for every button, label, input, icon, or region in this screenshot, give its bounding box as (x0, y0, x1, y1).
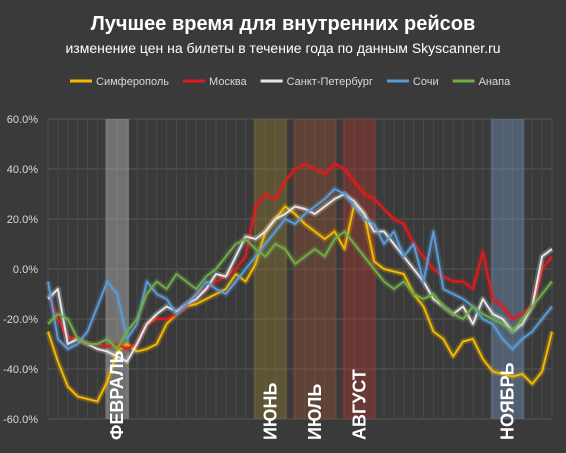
y-tick-label: 0.0% (13, 264, 38, 276)
chart-subtitle: изменение цен на билеты в течение года п… (65, 40, 500, 56)
chart-title: Лучшее время для внутренних рейсов (91, 13, 476, 35)
y-axis: 60.0% 40.0% 20.0% 0.0% -20.0% -40.0% -60.0% (3, 114, 38, 426)
series-line (47, 163, 553, 350)
legend-label: Москва (209, 76, 247, 88)
month-bands (105, 119, 525, 419)
y-tick-label: -60.0% (3, 414, 38, 426)
y-tick-label: 20.0% (7, 214, 38, 226)
y-tick-label: -40.0% (3, 364, 38, 376)
series-line (47, 188, 553, 350)
legend-label: Анапа (479, 76, 511, 88)
month-band-label: ФЕВРАЛЬ (107, 350, 127, 440)
month-band-labels: ФЕВРАЛЬ ИЮНЬ ИЮЛЬ АВГУСТ НОЯБРЬ (107, 350, 517, 440)
y-tick-label: -20.0% (3, 314, 38, 326)
series-lines (45, 161, 555, 405)
month-band-label: ИЮЛЬ (305, 384, 325, 440)
legend: Симферополь Москва Санкт-Петербург Сочи Анап… (70, 76, 511, 88)
month-band-label: ИЮНЬ (260, 383, 280, 440)
y-tick-label: 40.0% (7, 164, 38, 176)
legend-label: Санкт-Петербург (287, 76, 373, 88)
month-band-label: НОЯБРЬ (498, 362, 518, 440)
grid (47, 118, 553, 420)
month-band-label: АВГУСТ (349, 369, 369, 440)
month-band (490, 119, 525, 419)
legend-label: Симферополь (96, 76, 169, 88)
series-line (47, 230, 553, 350)
y-tick-label: 60.0% (7, 114, 38, 126)
legend-label: Сочи (413, 76, 439, 88)
month-band (342, 119, 377, 419)
series-line (47, 193, 553, 363)
month-band (253, 119, 288, 419)
